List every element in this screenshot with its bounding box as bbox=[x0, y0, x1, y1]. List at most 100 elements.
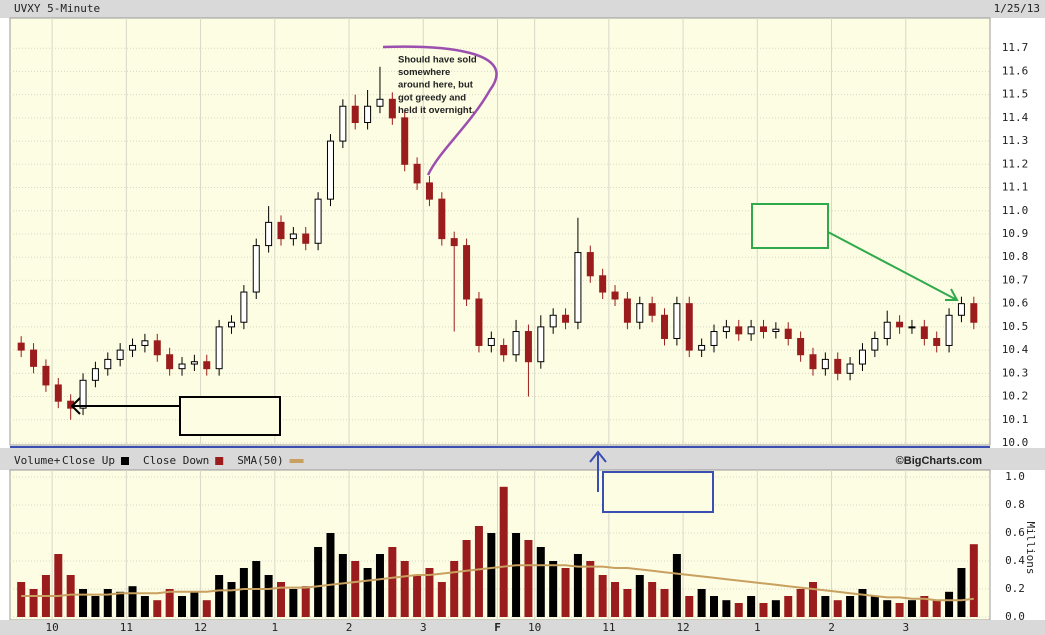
candle-body bbox=[784, 328, 792, 339]
annotation-arrow bbox=[70, 397, 180, 415]
y-axis-label: Millions bbox=[1024, 522, 1037, 575]
legend-entry: SMA(50) bbox=[237, 454, 283, 467]
candle-body bbox=[401, 117, 409, 165]
volume-bar bbox=[66, 575, 75, 617]
volume-bar bbox=[549, 561, 558, 617]
volume-bar bbox=[883, 600, 892, 617]
volume-bar bbox=[969, 544, 978, 617]
annotation-arrow bbox=[589, 450, 607, 492]
candle-body bbox=[326, 140, 334, 200]
volume-bar bbox=[153, 600, 162, 617]
legend-entry: Close Up bbox=[62, 454, 115, 467]
candle-body bbox=[79, 379, 87, 409]
volume-bar bbox=[920, 596, 929, 617]
volume-bar bbox=[957, 568, 966, 617]
volume-bar bbox=[276, 582, 285, 617]
candle-body bbox=[17, 342, 25, 351]
candle-body bbox=[129, 344, 137, 351]
candle-body bbox=[302, 233, 310, 244]
y-tick-label: 1.0 bbox=[1005, 470, 1025, 483]
candle-body bbox=[611, 291, 619, 300]
candle-body bbox=[487, 337, 495, 346]
candle-body bbox=[648, 303, 656, 316]
volume-bar bbox=[648, 582, 657, 617]
volume-bar bbox=[771, 600, 780, 617]
candle-body bbox=[883, 321, 891, 339]
y-tick-label: 10.1 bbox=[1002, 413, 1029, 426]
x-tick-label: F bbox=[494, 621, 501, 634]
candle-body bbox=[710, 331, 718, 346]
y-tick-label: 0.8 bbox=[1005, 498, 1025, 511]
annotation-text: held it overnight. bbox=[398, 105, 475, 116]
volume-bar bbox=[499, 486, 508, 617]
volume-bar bbox=[611, 582, 620, 617]
candle-body bbox=[747, 326, 755, 335]
volume-bar bbox=[474, 526, 483, 617]
candle-body bbox=[413, 163, 421, 184]
candle-body bbox=[450, 238, 458, 247]
legend-swatch bbox=[215, 457, 224, 465]
x-tick-label: 11 bbox=[120, 621, 133, 634]
candle-body bbox=[500, 344, 508, 356]
volume-bar bbox=[326, 533, 335, 617]
candle-body bbox=[153, 340, 161, 356]
candle-body bbox=[834, 358, 842, 374]
y-tick-label: 10.7 bbox=[1002, 273, 1029, 286]
volume-bar bbox=[128, 586, 137, 617]
volume-bar bbox=[178, 596, 187, 617]
volume-bar bbox=[215, 575, 224, 617]
candle-body bbox=[30, 349, 38, 367]
volume-bar bbox=[227, 582, 236, 617]
volume-bar bbox=[808, 582, 817, 617]
y-tick-label: 10.4 bbox=[1002, 343, 1029, 356]
source: ©BigCharts.com bbox=[896, 455, 983, 467]
volume-bar bbox=[103, 589, 112, 617]
volume-bar bbox=[870, 596, 879, 617]
candle-body bbox=[685, 303, 693, 351]
volume-bar bbox=[140, 596, 149, 617]
candle-body bbox=[772, 328, 780, 333]
volume-header bbox=[0, 448, 1045, 470]
candle-body bbox=[821, 358, 829, 370]
candle-body bbox=[425, 182, 433, 200]
volume-bar bbox=[586, 561, 595, 617]
y-tick-label: 11.3 bbox=[1002, 134, 1029, 147]
candle-body bbox=[141, 340, 149, 346]
y-tick-label: 0.6 bbox=[1005, 526, 1025, 539]
y-tick-label: 11.2 bbox=[1002, 157, 1029, 170]
volume-bar bbox=[685, 596, 694, 617]
candle-body bbox=[265, 221, 273, 247]
volume-bar bbox=[437, 582, 446, 617]
candle-body bbox=[351, 105, 359, 124]
volume-bar bbox=[413, 575, 422, 617]
candle-body bbox=[463, 245, 471, 300]
candle-body bbox=[797, 337, 805, 356]
candle-body bbox=[933, 337, 941, 346]
volume-bar bbox=[79, 589, 88, 617]
volume-bar bbox=[536, 547, 545, 617]
volume-bar bbox=[907, 600, 916, 617]
volume-bar bbox=[450, 561, 459, 617]
candle-body bbox=[215, 326, 223, 370]
candle-body bbox=[722, 326, 730, 333]
y-tick-label: 10.2 bbox=[1002, 390, 1029, 403]
sma-line bbox=[21, 564, 974, 602]
annotation-arrow bbox=[827, 231, 959, 301]
x-tick-label: 12 bbox=[676, 621, 689, 634]
x-tick-label: 2 bbox=[346, 621, 353, 634]
chart-date: 1/25/13 bbox=[994, 2, 1040, 15]
x-tick-label: 12 bbox=[194, 621, 207, 634]
candle-body bbox=[91, 368, 99, 381]
y-tick-label: 11.4 bbox=[1002, 111, 1029, 124]
x-tick-label: 1 bbox=[271, 621, 278, 634]
y-tick-label: 10.8 bbox=[1002, 250, 1029, 263]
y-tick-label: 0.0 bbox=[1005, 610, 1025, 623]
volume-bar bbox=[722, 600, 731, 617]
candle-body bbox=[574, 252, 582, 323]
y-tick-label: 10.6 bbox=[1002, 297, 1029, 310]
volume-bar bbox=[635, 575, 644, 617]
volume-bar bbox=[561, 568, 570, 617]
volume-bar bbox=[858, 589, 867, 617]
